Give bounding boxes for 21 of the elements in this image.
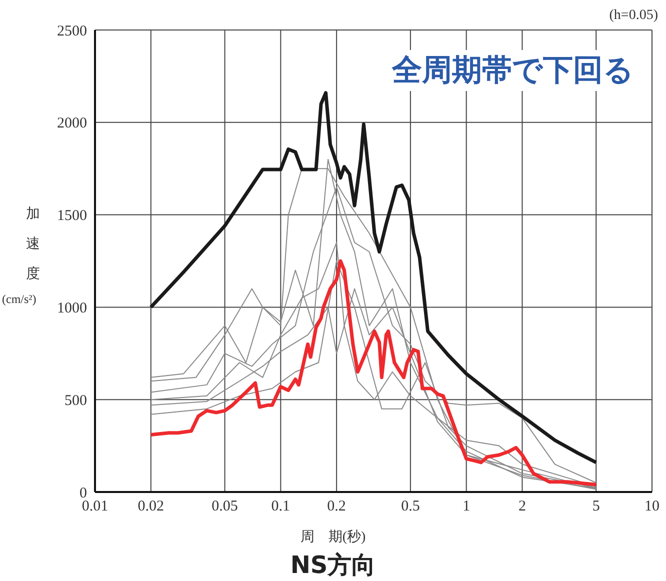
y-tick-label: 1500 — [57, 208, 87, 224]
x-tick-label: 0.1 — [271, 498, 290, 515]
x-tick-label: 5 — [592, 498, 600, 515]
y-tick-label: 2500 — [57, 23, 87, 40]
x-tick-label: 0.05 — [212, 498, 238, 515]
x-tick-label: 0.02 — [138, 498, 164, 515]
text: NS方向 — [289, 550, 377, 581]
text: (h=0.05) — [609, 8, 658, 24]
annotation: 全周期帯で下回る — [388, 50, 638, 91]
x-tick-label: 10 — [644, 498, 660, 515]
y-tick-label: 0 — [80, 485, 87, 502]
y-axis-title: 加速度(cm/s²) — [2, 206, 41, 307]
y-tick-label: 1000 — [57, 300, 87, 317]
y-tick-label: 2000 — [57, 116, 87, 132]
x-axis-title: 周 期(秒) — [299, 528, 367, 546]
y-tick-label: 500 — [64, 392, 87, 409]
x-tick-label: 2 — [518, 498, 526, 515]
x-tick-label: 0.01 — [82, 498, 108, 515]
x-tick-label: 0.2 — [327, 498, 346, 515]
x-tick-label: 0.5 — [401, 498, 420, 515]
x-tick-label: 1 — [462, 498, 470, 515]
